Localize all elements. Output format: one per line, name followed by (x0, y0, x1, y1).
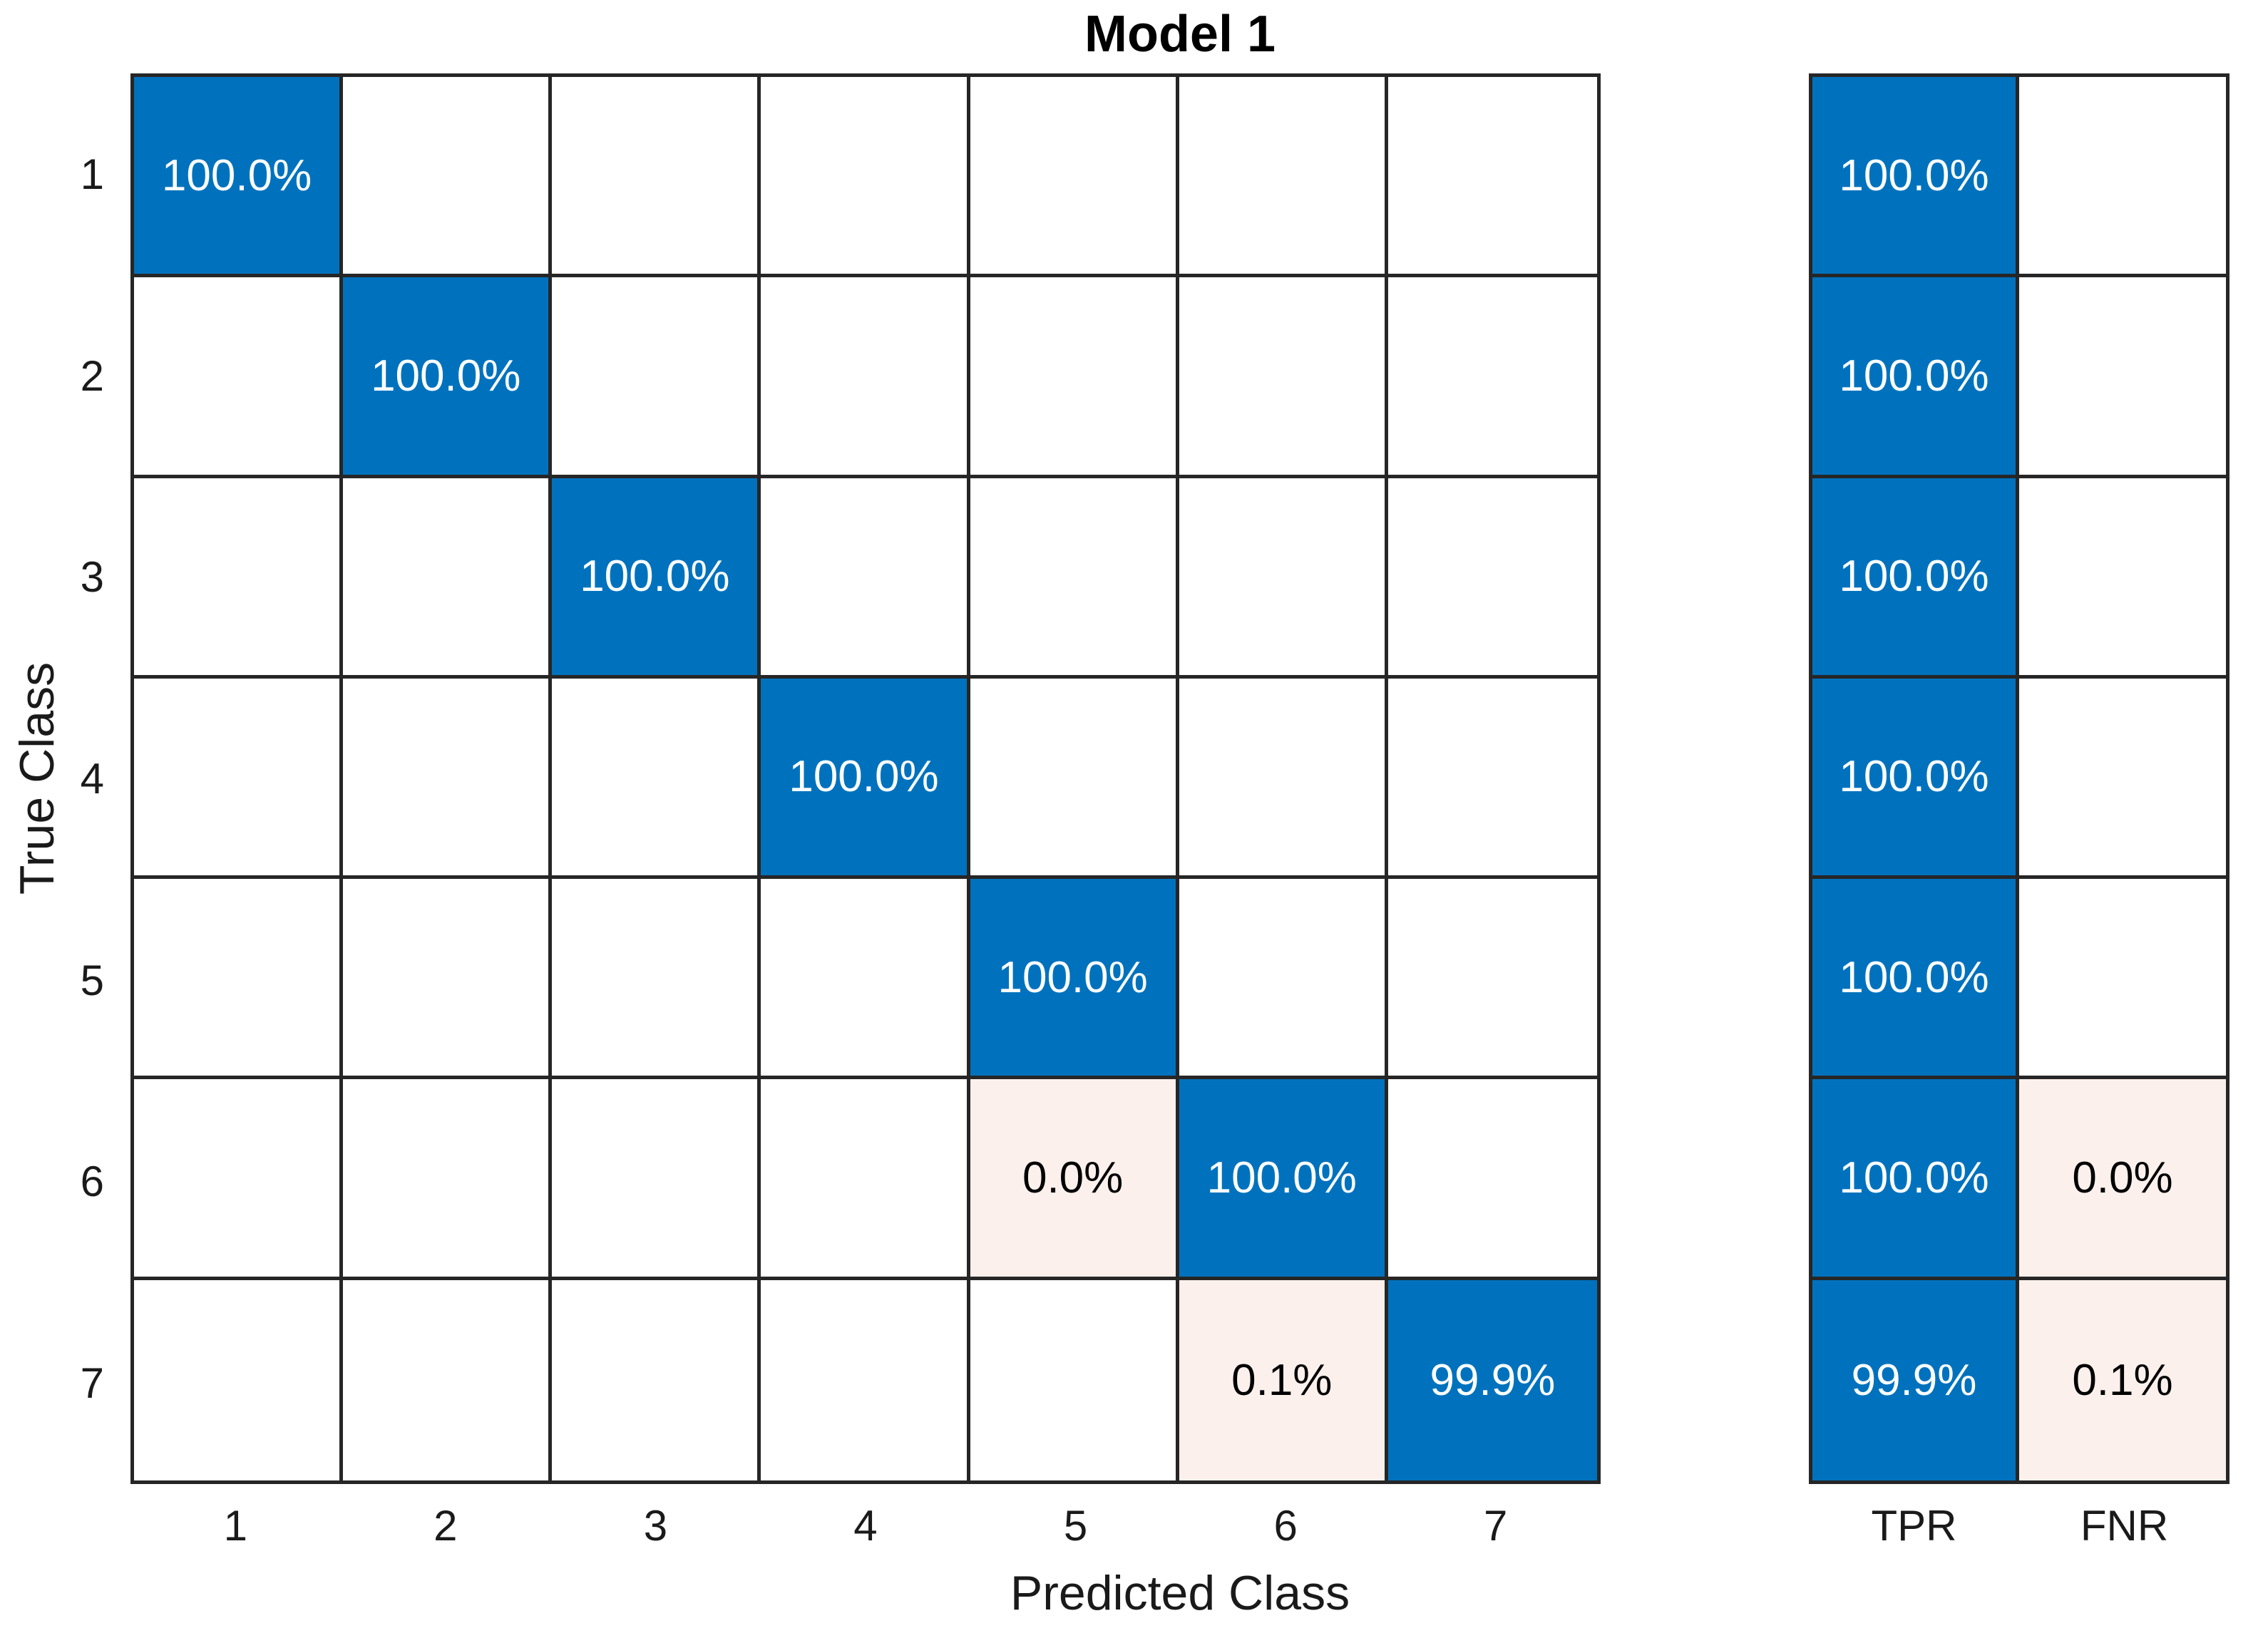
y-tick-label: 4 (80, 754, 104, 803)
summary-fnr-cell-r1 (2019, 77, 2226, 278)
matrix-cell-r6c3 (552, 1079, 761, 1280)
summary-tpr-cell-r3: 100.0% (1812, 478, 2019, 679)
matrix-cell-r6c7 (1387, 1079, 1597, 1280)
y-tick-label: 7 (80, 1359, 104, 1408)
matrix-cell-r7c1 (134, 1279, 344, 1480)
x-axis-label: Predicted Class (1010, 1566, 1350, 1620)
y-tick-label: 5 (80, 956, 104, 1004)
matrix-cell-r5c4 (761, 879, 970, 1080)
y-tick-label: 6 (80, 1158, 104, 1206)
matrix-cell-r2c4 (761, 277, 970, 478)
y-tick-label: 2 (80, 351, 104, 400)
matrix-cell-r2c1 (134, 277, 344, 478)
y-tick-label: 1 (80, 150, 104, 198)
matrix-cell-r3c1 (134, 478, 344, 679)
matrix-cell-r5c5: 100.0% (970, 879, 1179, 1080)
matrix-cell-r4c4: 100.0% (761, 678, 970, 880)
matrix-cell-r1c3 (552, 77, 761, 278)
matrix-cell-r7c7: 99.9% (1387, 1279, 1597, 1480)
row-summary-column-labels: TPR FNR (1809, 1495, 2229, 1555)
summary-tpr-cell-r2: 100.0% (1812, 277, 2019, 478)
matrix-cell-r3c7 (1387, 478, 1597, 679)
matrix-cell-r3c5 (970, 478, 1179, 679)
matrix-cell-r1c4 (761, 77, 970, 278)
y-axis-tick-labels: 1 2 3 4 5 6 7 (0, 73, 104, 1484)
confusion-matrix-grid: 100.0% 100.0% 100.0% 100.0% 100.0% 0.0% 100.0%… (130, 73, 1601, 1484)
matrix-cell-r6c1 (134, 1079, 344, 1280)
matrix-cell-r1c5 (970, 77, 1179, 278)
x-tick-label: 6 (1273, 1501, 1298, 1550)
summary-fnr-cell-r3 (2019, 478, 2226, 679)
summary-fnr-cell-r4 (2019, 678, 2226, 880)
x-tick-label: 2 (433, 1501, 458, 1550)
x-axis-tick-labels: 1 2 3 4 5 6 7 (130, 1495, 1601, 1555)
matrix-cell-r3c4 (761, 478, 970, 679)
x-tick-label: 4 (853, 1501, 878, 1550)
matrix-cell-r5c1 (134, 879, 344, 1080)
summary-tpr-cell-r5: 100.0% (1812, 879, 2019, 1080)
summary-fnr-cell-r5 (2019, 879, 2226, 1080)
matrix-cell-r5c3 (552, 879, 761, 1080)
matrix-cell-r2c2: 100.0% (343, 277, 553, 478)
matrix-cell-r7c2 (343, 1279, 553, 1480)
matrix-cell-r6c4 (761, 1079, 970, 1280)
matrix-cell-r3c2 (343, 478, 553, 679)
matrix-cell-r2c7 (1387, 277, 1597, 478)
y-tick-label: 3 (80, 553, 104, 602)
x-tick-label: 3 (643, 1501, 668, 1550)
chart-title: Model 1 (1084, 6, 1276, 63)
x-tick-label: 1 (223, 1501, 247, 1550)
matrix-cell-r4c3 (552, 678, 761, 880)
matrix-cell-r1c2 (343, 77, 553, 278)
matrix-cell-r5c6 (1179, 879, 1388, 1080)
summary-fnr-cell-r6: 0.0% (2019, 1079, 2226, 1280)
matrix-cell-r2c6 (1179, 277, 1388, 478)
matrix-cell-r2c5 (970, 277, 1179, 478)
matrix-cell-r5c7 (1387, 879, 1597, 1080)
summary-column-label-fnr: FNR (2080, 1501, 2169, 1550)
matrix-cell-r4c7 (1387, 678, 1597, 880)
matrix-cell-r4c6 (1179, 678, 1388, 880)
summary-tpr-cell-r1: 100.0% (1812, 77, 2019, 278)
matrix-cell-r1c6 (1179, 77, 1388, 278)
x-tick-label: 5 (1063, 1501, 1088, 1550)
matrix-cell-r1c7 (1387, 77, 1597, 278)
summary-tpr-cell-r7: 99.9% (1812, 1279, 2019, 1480)
summary-tpr-cell-r6: 100.0% (1812, 1079, 2019, 1280)
matrix-cell-r7c4 (761, 1279, 970, 1480)
matrix-cell-r6c6: 100.0% (1179, 1079, 1388, 1280)
matrix-cell-r2c3 (552, 277, 761, 478)
matrix-cell-r7c3 (552, 1279, 761, 1480)
matrix-cell-r3c3: 100.0% (552, 478, 761, 679)
matrix-cell-r4c1 (134, 678, 344, 880)
matrix-cell-r6c5: 0.0% (970, 1079, 1179, 1280)
summary-fnr-cell-r2 (2019, 277, 2226, 478)
matrix-cell-r6c2 (343, 1079, 553, 1280)
matrix-cell-r1c1: 100.0% (134, 77, 344, 278)
matrix-cell-r4c2 (343, 678, 553, 880)
summary-tpr-cell-r4: 100.0% (1812, 678, 2019, 880)
matrix-cell-r5c2 (343, 879, 553, 1080)
matrix-cell-r7c5 (970, 1279, 1179, 1480)
matrix-cell-r4c5 (970, 678, 1179, 880)
matrix-cell-r7c6: 0.1% (1179, 1279, 1388, 1480)
row-summary-grid: 100.0% 100.0% 100.0% 100.0% 100.0% 100.0% 0.0%… (1809, 73, 2229, 1484)
summary-fnr-cell-r7: 0.1% (2019, 1279, 2226, 1480)
x-tick-label: 7 (1484, 1501, 1508, 1550)
matrix-cell-r3c6 (1179, 478, 1388, 679)
summary-column-label-tpr: TPR (1871, 1501, 1957, 1550)
